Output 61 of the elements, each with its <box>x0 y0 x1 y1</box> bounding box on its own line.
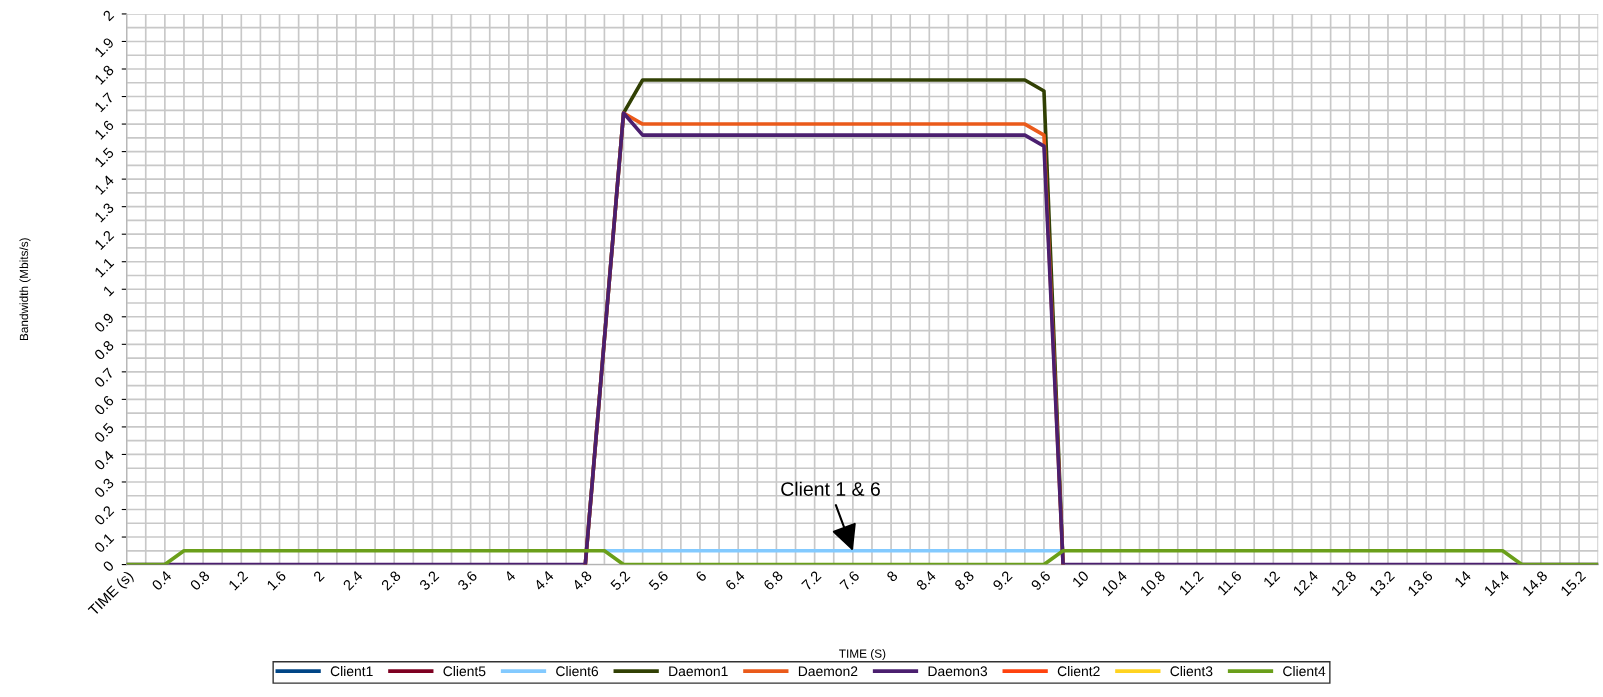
x-tick-label: 7.6 <box>839 570 860 591</box>
x-tick-label: 11.6 <box>1216 570 1243 596</box>
y-tick-label: 2 <box>102 9 115 22</box>
y-tick-label: 1.9 <box>94 36 115 58</box>
y-tick-label: 1 <box>102 284 115 297</box>
y-tick-label: 0.7 <box>93 367 115 389</box>
y-tick-label: 1.4 <box>94 174 115 195</box>
x-tick-label: 2 <box>312 570 325 583</box>
legend-label: Client1 <box>330 665 373 677</box>
y-tick-label: 0.3 <box>93 477 115 499</box>
x-tick-label: 4.8 <box>571 570 593 592</box>
y-tick-label: 1.7 <box>94 92 115 113</box>
x-tick-label: 9.2 <box>992 570 1013 591</box>
x-tick-label: 3.2 <box>418 570 440 591</box>
legend-label: Client5 <box>443 665 486 677</box>
y-tick-label: 1.8 <box>94 64 115 85</box>
y-tick-label: 0.5 <box>93 422 115 444</box>
legend-label: Daemon1 <box>669 666 728 677</box>
x-tick-label: 6 <box>695 570 708 583</box>
x-tick-label: 12 <box>1262 570 1281 588</box>
legend-label: Daemon3 <box>928 666 988 677</box>
x-tick-label: 5.2 <box>609 570 631 591</box>
y-tick-label: 0.2 <box>93 505 115 526</box>
y-tick-label: 0.9 <box>93 312 115 334</box>
legend-label: Client2 <box>1057 665 1100 677</box>
y-tick-label: 0.6 <box>93 394 115 416</box>
x-tick-label: 9.6 <box>1030 570 1052 591</box>
y-tick-label: 1.1 <box>94 257 115 278</box>
x-tick-label: 6.8 <box>762 570 784 591</box>
x-tick-label: 8.8 <box>953 570 975 591</box>
x-tick-label: 5.6 <box>648 570 669 591</box>
y-axis-title: Bandwidth (Mbits/s) <box>19 238 31 341</box>
annotation: Client 1 & 6 <box>781 481 880 496</box>
y-tick-label: 0 <box>102 559 115 573</box>
x-tick-label: 8 <box>886 570 899 583</box>
x-tick-label: 4.4 <box>533 570 555 591</box>
y-tick-label: 0.4 <box>93 449 115 471</box>
x-tick-label: 14 <box>1454 570 1472 588</box>
x-tick-label: 3.6 <box>456 570 478 591</box>
y-tick-label: 0.1 <box>93 532 115 554</box>
x-tick-label: 0.4 <box>151 570 173 591</box>
legend-label: Client3 <box>1170 665 1213 677</box>
x-tick-label: 6.4 <box>724 570 746 591</box>
x-tick-label: 8.4 <box>915 570 937 591</box>
x-tick-label: 0.8 <box>189 570 211 591</box>
x-tick-label: 2.8 <box>380 570 402 591</box>
y-tick-label: 0.8 <box>93 339 115 361</box>
x-tick-label: 7.2 <box>801 570 822 591</box>
legend-label: Client6 <box>556 665 599 677</box>
x-axis-title: TIME (S) <box>839 649 886 661</box>
x-tick-label: 4 <box>503 570 517 583</box>
y-tick-label: 1.2 <box>94 229 115 250</box>
x-tick-label: 10 <box>1071 570 1090 588</box>
x-tick-label: 1.2 <box>228 570 249 591</box>
legend-label: Client4 <box>1283 665 1326 677</box>
x-tick-label: 1.6 <box>266 570 287 591</box>
y-tick-label: 1.6 <box>94 119 115 140</box>
y-tick-label: 1.5 <box>94 147 115 168</box>
x-tick-label: 2.4 <box>342 570 364 591</box>
legend-label: Daemon2 <box>798 666 858 677</box>
y-tick-label: 1.3 <box>94 202 115 223</box>
